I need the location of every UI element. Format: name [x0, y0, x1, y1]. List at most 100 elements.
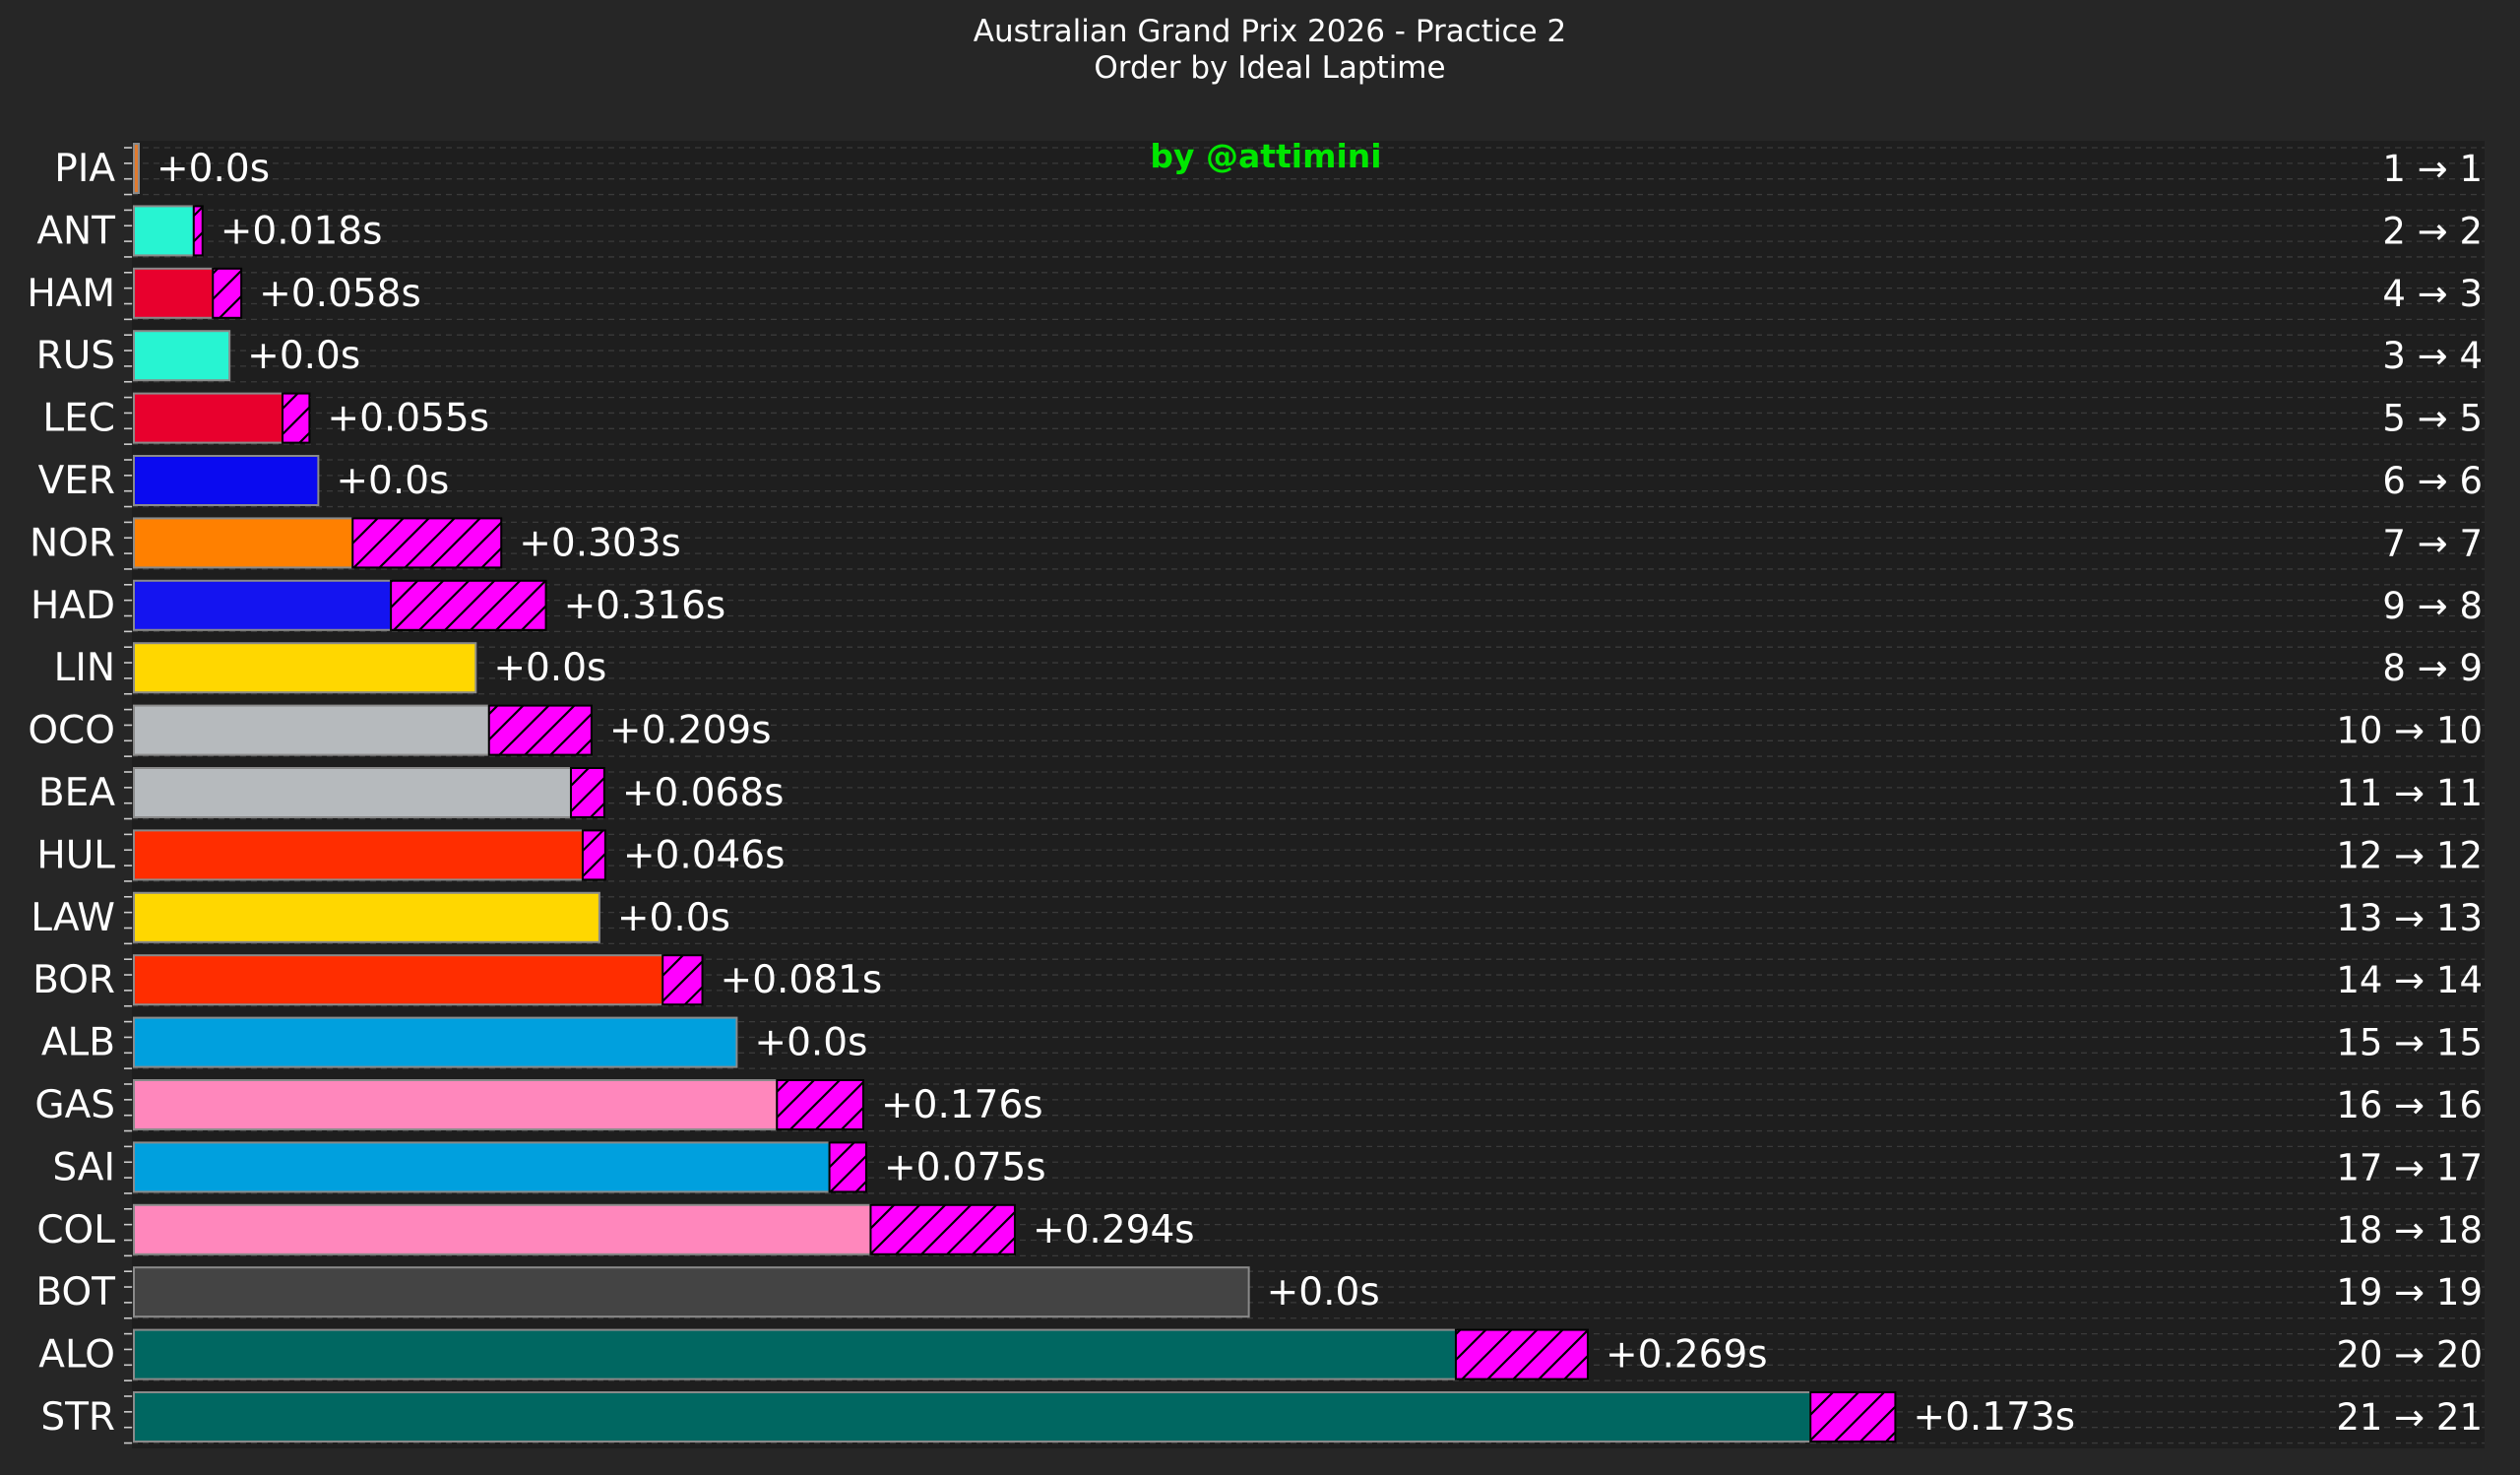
rank-change-labels: 1 → 1 2 → 2 4 → 3 3 → 4 5 → 5 6 → 6 7 → 7 9 → 8…	[2336, 148, 2483, 1439]
rank-change-label: 16 → 16	[2336, 1084, 2483, 1126]
gap-bar-ham	[212, 267, 243, 319]
driver-label: BEA	[38, 771, 115, 815]
gap-bar-str	[1809, 1391, 1897, 1443]
gap-label: +0.0s	[493, 646, 606, 690]
rank-change-label: 8 → 9	[2382, 647, 2483, 689]
rank-change-label: 3 → 4	[2382, 335, 2483, 377]
bar-lec	[133, 392, 284, 444]
rank-change-label: 21 → 21	[2336, 1396, 2483, 1439]
gap-bar-bea	[569, 767, 605, 818]
gap-bar-oco	[487, 704, 593, 756]
bar-oco	[133, 704, 490, 756]
gap-label: +0.068s	[622, 771, 785, 815]
driver-label: ANT	[36, 209, 115, 253]
driver-label: HUL	[36, 833, 115, 877]
gap-label: +0.0s	[754, 1021, 867, 1065]
driver-label: ALB	[41, 1021, 115, 1065]
gap-label: +0.046s	[623, 833, 786, 877]
driver-label: BOR	[32, 958, 115, 1002]
driver-label: BOT	[35, 1270, 115, 1315]
rank-change-label: 1 → 1	[2382, 148, 2483, 190]
rank-change-label: 10 → 10	[2336, 710, 2483, 752]
gap-label: +0.0s	[617, 896, 730, 940]
rank-change-label: 12 → 12	[2336, 834, 2483, 876]
driver-label: VER	[38, 459, 115, 503]
gap-bar-ant	[192, 205, 204, 257]
gap-labels: +0.0s +0.018s +0.058s +0.0s +0.055s +0.0s +0.3…	[157, 147, 2075, 1440]
gap-bar-bor	[662, 954, 704, 1006]
driver-label: COL	[36, 1208, 115, 1252]
bar-bea	[133, 767, 572, 818]
driver-label: OCO	[28, 709, 115, 753]
chart-subtitle: Order by Ideal Laptime	[1094, 50, 1445, 86]
gap-label: +0.0s	[247, 334, 360, 378]
gap-label: +0.176s	[881, 1083, 1043, 1127]
driver-label: LAW	[31, 896, 115, 940]
bar-rus	[133, 330, 231, 382]
rank-change-label: 5 → 5	[2382, 398, 2483, 440]
gap-label: +0.0s	[157, 147, 270, 191]
rank-change-label: 20 → 20	[2336, 1334, 2483, 1377]
bar-law	[133, 891, 600, 943]
gap-bar-col	[869, 1203, 1016, 1255]
bar-ant	[133, 205, 195, 257]
rank-change-label: 9 → 8	[2382, 585, 2483, 627]
bar-ham	[133, 267, 215, 319]
rank-change-label: 6 → 6	[2382, 460, 2483, 502]
gap-label: +0.209s	[609, 709, 772, 753]
bar-alb	[133, 1016, 738, 1068]
chart-title: Australian Grand Prix 2026 - Practice 2	[974, 14, 1566, 49]
driver-label: LEC	[42, 397, 115, 441]
gap-label: +0.055s	[327, 397, 489, 441]
bar-sai	[133, 1141, 831, 1193]
bar-col	[133, 1203, 872, 1255]
rank-change-label: 4 → 3	[2382, 273, 2483, 315]
gap-label: +0.0s	[336, 459, 449, 503]
bar-hul	[133, 829, 584, 881]
bar-gas	[133, 1079, 779, 1130]
gap-bar-nor	[351, 517, 503, 569]
gap-bar-gas	[776, 1079, 864, 1130]
rank-change-label: 14 → 14	[2336, 959, 2483, 1001]
rank-change-label: 17 → 17	[2336, 1146, 2483, 1188]
bar-alo	[133, 1328, 1457, 1380]
rank-change-label: 2 → 2	[2382, 210, 2483, 252]
bar-bor	[133, 954, 664, 1006]
rank-change-label: 7 → 7	[2382, 522, 2483, 564]
gap-label: +0.173s	[1913, 1395, 2075, 1440]
driver-label: GAS	[34, 1083, 115, 1127]
gap-bar-had	[390, 579, 547, 631]
rank-change-label: 19 → 19	[2336, 1271, 2483, 1314]
driver-label: ALO	[38, 1333, 115, 1378]
bar-bot	[133, 1266, 1250, 1318]
gap-label: +0.316s	[564, 584, 726, 628]
watermark: by @attimini	[1150, 137, 1381, 175]
bar-pia	[133, 143, 140, 194]
rank-change-label: 13 → 13	[2336, 897, 2483, 939]
driver-label: STR	[40, 1395, 115, 1440]
bar-had	[133, 579, 393, 631]
gap-label: +0.303s	[519, 521, 681, 565]
gap-label: +0.058s	[259, 272, 421, 316]
gap-label: +0.0s	[1267, 1270, 1380, 1315]
rank-change-label: 11 → 11	[2336, 772, 2483, 814]
gap-bar-lec	[281, 392, 311, 444]
gap-label: +0.269s	[1606, 1333, 1768, 1378]
bar-lin	[133, 642, 477, 694]
driver-label: HAM	[27, 272, 115, 316]
driver-labels: PIA ANT HAM RUS LEC VER NOR HAD LIN OCO BEA HUL LAW B…	[27, 147, 115, 1440]
driver-label: SAI	[52, 1145, 115, 1189]
gap-label: +0.294s	[1033, 1208, 1195, 1252]
rank-change-label: 18 → 18	[2336, 1209, 2483, 1251]
driver-label: RUS	[36, 334, 115, 378]
bars	[133, 143, 1897, 1443]
gap-bar-alo	[1454, 1328, 1589, 1380]
bar-str	[133, 1391, 1812, 1443]
driver-label: NOR	[30, 521, 115, 565]
bar-nor	[133, 517, 354, 569]
bar-ver	[133, 455, 320, 506]
gap-bar-sai	[828, 1141, 867, 1193]
driver-label: HAD	[31, 584, 115, 628]
